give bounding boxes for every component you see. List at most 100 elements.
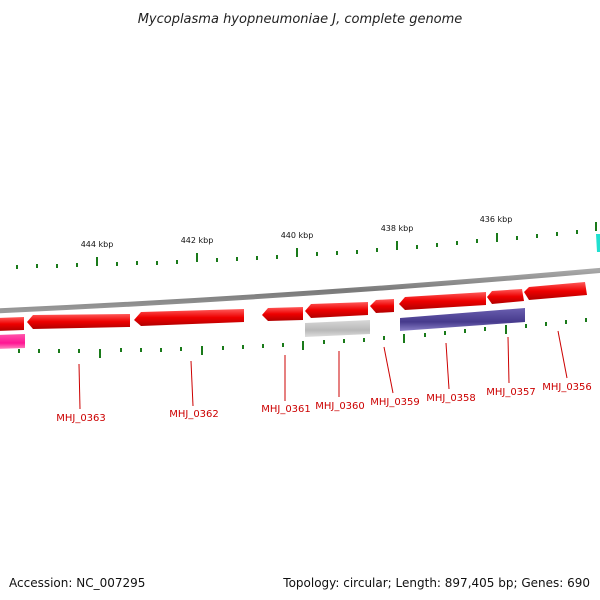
outer-tick (436, 243, 438, 247)
outer-tick (16, 265, 18, 269)
inner-tick (444, 331, 446, 335)
gene-label-lines (78, 330, 568, 410)
genome-summary-text: Topology: circular; Length: 897,405 bp; … (282, 576, 590, 590)
tick-labels: 444 kbp 442 kbp 440 kbp 438 kbp 436 kbp (81, 215, 513, 249)
inner-tick (160, 348, 162, 352)
label-line-MHJ_0358 (445, 342, 450, 390)
outer-tick (76, 263, 78, 267)
inner-tick (78, 349, 80, 353)
inner-major-tick (201, 346, 203, 355)
inner-tick (484, 327, 486, 331)
gene-labels: MHJ_0363 MHJ_0362 MHJ_0361 MHJ_0360 MHJ_… (56, 382, 592, 424)
tick-label-436: 436 kbp (480, 215, 513, 224)
gene-label-MHJ_0359: MHJ_0359 (370, 397, 420, 408)
outer-tick (456, 241, 458, 245)
outer-tick (336, 251, 338, 255)
inner-tick (140, 348, 142, 352)
outer-tick (276, 255, 278, 259)
outer-tick (556, 232, 558, 236)
label-line-MHJ_0359 (383, 346, 394, 394)
outer-minor-ticks (16, 230, 578, 269)
inner-tick (262, 344, 264, 348)
major-tick-434 (595, 222, 597, 231)
gene-label-MHJ_0358: MHJ_0358 (426, 393, 476, 404)
outer-tick (376, 248, 378, 252)
gene-label-MHJ_0360: MHJ_0360 (315, 401, 365, 412)
inner-tick (565, 320, 567, 324)
inner-tick (545, 322, 547, 326)
outer-tick (536, 234, 538, 238)
major-tick-436 (496, 233, 498, 242)
inner-tick (180, 347, 182, 351)
inner-tick (222, 346, 224, 350)
tick-label-440: 440 kbp (281, 231, 314, 240)
inner-tick (525, 324, 527, 328)
inner-tick-ring (18, 318, 587, 358)
outer-tick (236, 257, 238, 261)
feature-pink (0, 334, 25, 349)
outer-tick (476, 239, 478, 243)
outer-tick (356, 250, 358, 254)
outer-tick-ring: 444 kbp 442 kbp 440 kbp 438 kbp 436 kbp (16, 215, 597, 269)
gene-arrow-MHJ_0356 (524, 282, 587, 300)
gene-label-MHJ_0357: MHJ_0357 (486, 387, 536, 398)
major-tick-442 (196, 253, 198, 262)
outer-tick (516, 236, 518, 240)
inner-tick (383, 336, 385, 340)
outer-tick (176, 260, 178, 264)
gene-arrow-MHJ_0357 (487, 289, 524, 304)
gene-arrow-MHJ_0359 (370, 299, 394, 313)
gene-arrow-MHJ_0358 (399, 292, 486, 310)
gene-label-MHJ_0361: MHJ_0361 (261, 404, 311, 415)
outer-tick (256, 256, 258, 260)
genome-backbone (0, 267, 600, 314)
inner-tick (282, 343, 284, 347)
inner-tick (343, 339, 345, 343)
inner-tick (323, 340, 325, 344)
gene-arrow-partial-left (0, 317, 24, 331)
inner-tick (585, 318, 587, 322)
label-line-MHJ_0363 (78, 363, 81, 410)
map-title: Mycoplasma hyopneumoniae J, complete gen… (138, 12, 463, 27)
feature-purple (400, 308, 525, 331)
accession-text: Accession: NC_007295 (9, 576, 145, 590)
gene-cyan-edge (596, 234, 600, 252)
outer-tick (116, 262, 118, 266)
major-tick-438 (396, 241, 398, 250)
forward-strand-genes (0, 282, 587, 331)
label-line-MHJ_0362 (190, 360, 194, 407)
inner-tick (58, 349, 60, 353)
outer-tick (136, 261, 138, 265)
outer-major-ticks (96, 222, 597, 266)
outer-tick (416, 245, 418, 249)
major-tick-440 (296, 248, 298, 257)
tick-label-438: 438 kbp (381, 224, 414, 233)
tick-label-444: 444 kbp (81, 240, 114, 249)
inner-tick (18, 349, 20, 353)
inner-tick (242, 345, 244, 349)
outer-tick (216, 258, 218, 262)
feature-track (0, 308, 525, 349)
inner-major-tick (403, 334, 405, 343)
inner-tick (120, 348, 122, 352)
outer-tick (156, 261, 158, 265)
label-line-MHJ_0356 (557, 330, 568, 379)
gene-label-MHJ_0363: MHJ_0363 (56, 413, 106, 424)
outer-tick (316, 252, 318, 256)
gene-arrow-MHJ_0362 (134, 309, 244, 326)
inner-major-tick (99, 349, 101, 358)
inner-tick (38, 349, 40, 353)
feature-gray (305, 320, 370, 337)
inner-tick (424, 333, 426, 337)
gene-arrow-MHJ_0363 (27, 314, 130, 329)
major-tick-444 (96, 257, 98, 266)
outer-tick (576, 230, 578, 234)
gene-arrow-MHJ_0360 (305, 302, 368, 318)
gene-label-MHJ_0362: MHJ_0362 (169, 409, 219, 420)
inner-tick (363, 338, 365, 342)
label-line-MHJ_0357 (507, 336, 510, 384)
tick-label-442: 442 kbp (181, 236, 214, 245)
gene-label-MHJ_0356: MHJ_0356 (542, 382, 592, 393)
inner-tick (464, 329, 466, 333)
